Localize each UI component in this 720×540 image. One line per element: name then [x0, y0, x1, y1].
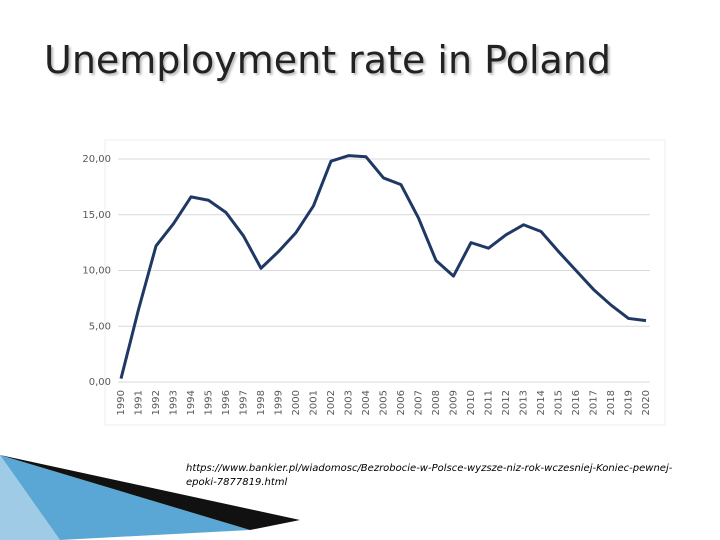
x-tick-label: 2006 [396, 390, 407, 415]
x-tick-label: 2013 [519, 390, 530, 415]
decoration [0, 455, 300, 530]
y-tick-label: 10,00 [82, 266, 111, 277]
x-tick-label: 2016 [571, 390, 582, 415]
slide-title: Unemployment rate in Poland [44, 38, 612, 82]
x-tick-label: 1994 [186, 390, 197, 415]
x-tick-label: 2015 [554, 390, 565, 415]
x-tick-label: 2002 [326, 390, 337, 415]
source-link: https://www.bankier.pl/wiadomosc/Bezrobo… [186, 463, 673, 488]
x-tick-label: 1992 [151, 390, 162, 415]
x-tick-label: 2007 [414, 390, 425, 415]
x-tick-label: 2018 [606, 390, 617, 415]
x-tick-label: 2009 [449, 390, 460, 415]
x-tick-label: 1996 [221, 390, 232, 415]
x-tick-label: 2000 [291, 390, 302, 415]
x-tick-label: 2014 [536, 390, 547, 415]
plot-frame [104, 139, 666, 426]
x-tick-label: 2011 [484, 390, 495, 415]
x-tick-label: 1990 [116, 390, 127, 415]
x-tick-label: 1997 [239, 390, 250, 415]
x-tick-label: 2001 [309, 390, 320, 415]
y-tick-label: 0,00 [89, 377, 111, 388]
x-tick-label: 1998 [256, 390, 267, 415]
x-tick-label: 2008 [431, 390, 442, 415]
x-tick-label: 1999 [274, 390, 285, 415]
y-tick-label: 15,00 [82, 210, 111, 221]
y-tick-label: 20,00 [82, 154, 111, 165]
x-tick-label: 1995 [204, 390, 215, 415]
x-tick-label: 2003 [344, 390, 355, 415]
x-tick-label: 2019 [624, 390, 635, 415]
x-tick-label: 2020 [641, 390, 652, 415]
decoration [0, 455, 250, 540]
x-tick-label: 1991 [134, 390, 145, 415]
x-tick-label: 2004 [361, 390, 372, 415]
x-tick-label: 2005 [379, 390, 390, 415]
x-tick-label: 2017 [589, 390, 600, 415]
line [119, 154, 647, 380]
x-tick-label: 2012 [501, 390, 512, 415]
y-tick-label: 5,00 [89, 321, 111, 332]
x-tick-label: 2010 [466, 390, 477, 415]
x-tick-label: 1993 [169, 390, 180, 415]
